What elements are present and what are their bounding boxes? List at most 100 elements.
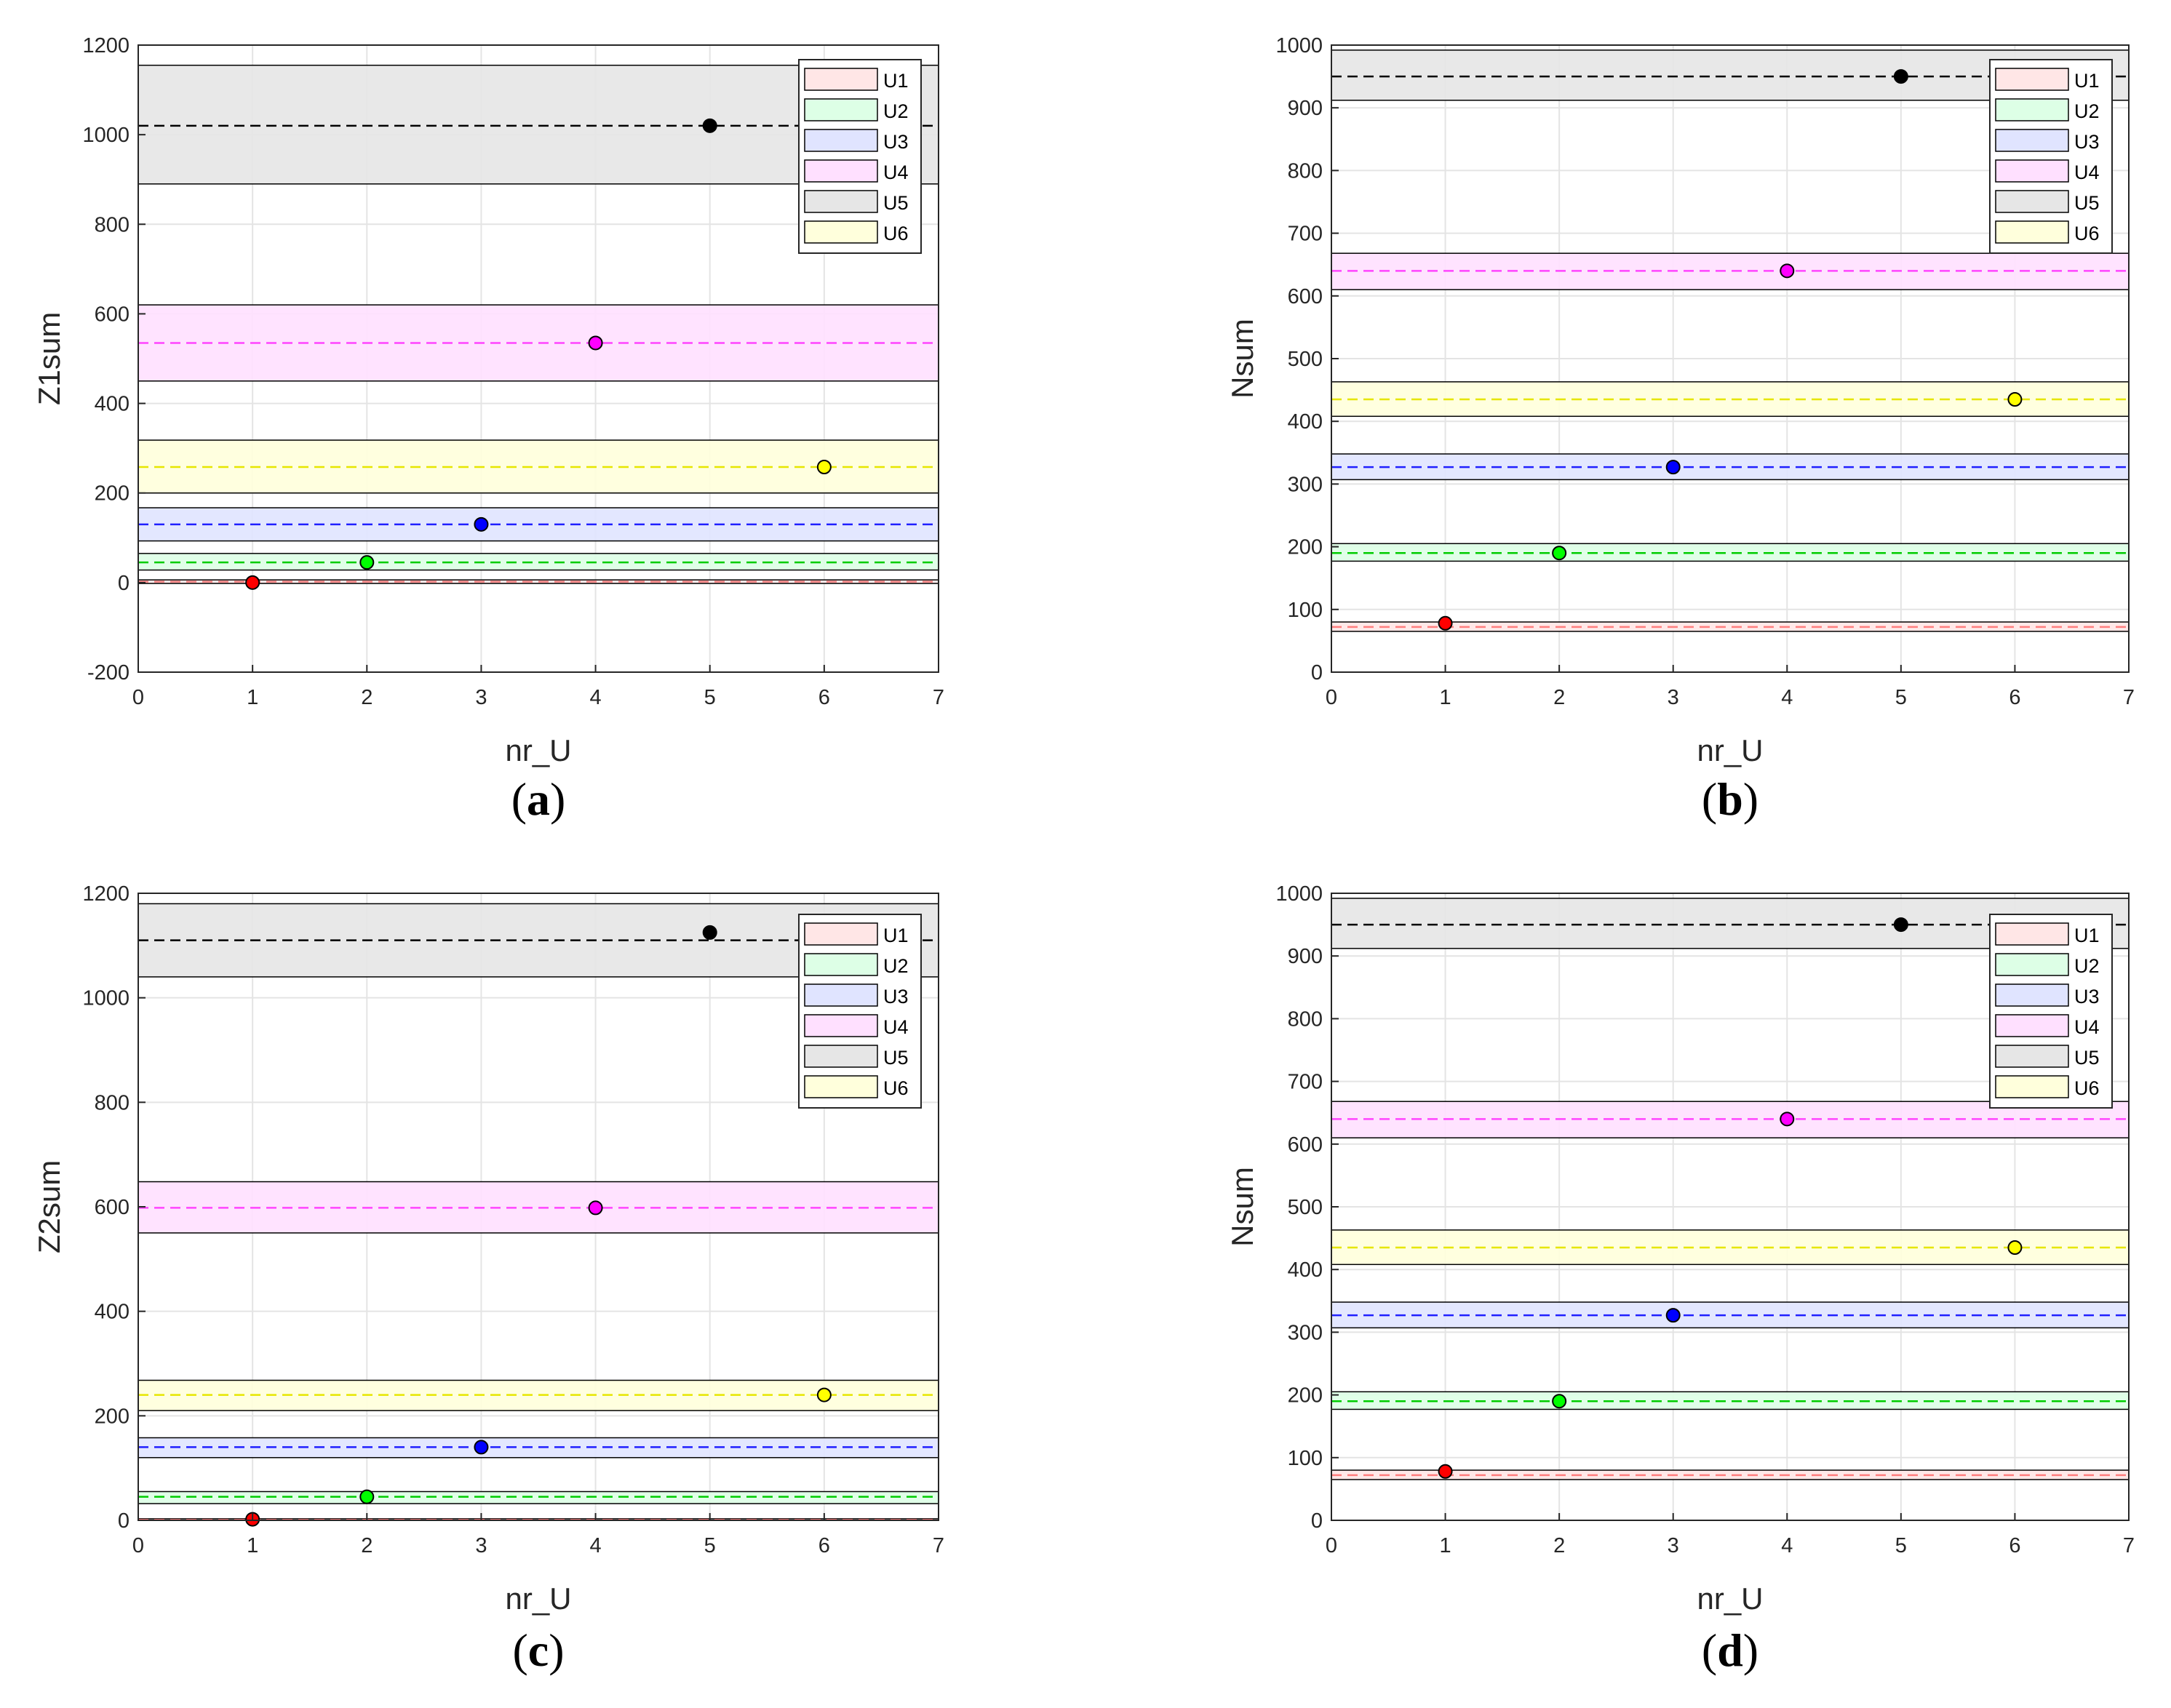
y-tick-label: 600 [95,1196,130,1219]
x-axis-label: nr_U [505,1581,571,1616]
y-axis-label: Nsum [1225,1167,1259,1247]
y-tick-label: 0 [1311,1509,1323,1533]
legend-swatch-u3 [1995,129,2069,152]
panel-label: (a) [511,773,566,825]
x-tick-label: 3 [475,686,487,709]
legend-swatch-u6 [1995,1075,2069,1098]
point-u6 [816,460,832,475]
legend-label-u6: U6 [883,1077,909,1099]
legend-label-u5: U5 [2074,1047,2100,1069]
y-tick-label: 600 [95,303,130,326]
x-tick-label: 5 [704,1534,716,1557]
legend-swatch-u3 [1995,983,2069,1007]
x-tick-label: 3 [1668,686,1679,709]
point-u1 [1438,615,1453,631]
legend-label-u1: U1 [2074,925,2100,946]
x-axis-label: nr_U [505,733,571,767]
legend-label-u6: U6 [883,223,909,244]
x-tick-label: 6 [2009,1534,2020,1557]
y-tick-label: 1200 [82,882,130,906]
y-tick-label: 100 [1288,599,1323,622]
legend-swatch-u2 [804,98,878,121]
y-axis-label: Z2sum [32,1160,66,1253]
point-u3 [1665,1308,1681,1323]
legend-swatch-u2 [1995,98,2069,121]
legend-swatch-u1 [804,922,878,946]
legend-label-u3: U3 [883,131,909,153]
point-u5 [1893,69,1908,84]
y-tick-label: 900 [1288,97,1323,120]
x-tick-label: 2 [361,686,373,709]
y-tick-label: 600 [1288,285,1323,308]
legend-swatch-u2 [804,953,878,976]
x-tick-label: 6 [818,686,830,709]
y-tick-label: 200 [95,482,130,506]
y-tick-label: 200 [95,1405,130,1428]
legend-swatch-u6 [1995,220,2069,244]
legend: U1 U2 U3 U4 U5 U6 [1989,914,2113,1109]
point-u2 [359,555,375,570]
legend: U1 U2 U3 U4 U5 U6 [1989,59,2113,254]
x-tick-label: 0 [132,1534,144,1557]
point-u4 [588,1200,603,1216]
x-tick-label: 3 [475,1534,487,1557]
legend-swatch-u4 [804,159,878,183]
x-axis-label: nr_U [1697,1581,1763,1616]
x-axis-label: nr_U [1697,733,1763,767]
y-tick-label: 200 [1288,1384,1323,1408]
chart-panel-a: 0 1 2 3 4 5 6 7-200020040060080010001200nr_UZ1s… [32,34,944,825]
y-tick-label: 1000 [82,987,130,1010]
legend: U1 U2 U3 U4 U5 U6 [798,59,922,254]
x-tick-label: 2 [1553,1534,1565,1557]
legend-label-u3: U3 [2074,131,2100,153]
legend-swatch-u3 [804,129,878,152]
legend-swatch-u1 [1995,68,2069,91]
x-tick-label: 1 [247,1534,258,1557]
point-u3 [1665,460,1681,475]
point-u1 [245,575,260,590]
y-tick-label: -200 [87,661,130,685]
y-axis-label: Nsum [1225,319,1259,399]
y-tick-label: 1200 [82,34,130,57]
legend-label-u3: U3 [883,986,909,1007]
legend-label-u2: U2 [883,100,909,122]
point-u3 [474,516,489,532]
x-tick-label: 4 [590,686,602,709]
legend-swatch-u4 [804,1014,878,1037]
x-tick-label: 7 [2123,686,2135,709]
legend-label-u4: U4 [2074,1016,2100,1038]
x-tick-label: 5 [1895,1534,1907,1557]
x-tick-label: 5 [1895,686,1907,709]
x-tick-label: 2 [361,1534,373,1557]
y-tick-label: 700 [1288,223,1323,246]
chart-panel-b: 0 1 2 3 4 5 6 7 0 100 200 300 400 500 600 700 800 900 1000… [1225,34,2135,825]
point-u6 [2007,392,2023,407]
legend-label-u2: U2 [2074,955,2100,977]
y-tick-label: 300 [1288,473,1323,496]
point-u2 [359,1489,375,1504]
x-tick-label: 7 [933,686,944,709]
point-u4 [588,335,603,351]
x-tick-label: 6 [2009,686,2020,709]
x-tick-label: 6 [818,1534,830,1557]
point-u6 [816,1387,832,1402]
legend-label-u4: U4 [883,161,909,183]
legend-swatch-u5 [1995,1045,2069,1068]
point-u4 [1780,263,1795,279]
legend-label-u4: U4 [2074,161,2100,183]
point-u5 [1893,917,1908,933]
legend-label-u2: U2 [883,955,909,977]
y-tick-label: 1000 [1275,882,1323,906]
legend-swatch-u1 [804,68,878,91]
legend-label-u3: U3 [2074,986,2100,1007]
y-tick-label: 800 [1288,159,1323,183]
chart-panel-c: 0 1 2 3 4 5 6 7 0 200 400 600 800 1000 1200 nr_U Z2sum U1… [32,882,944,1676]
x-tick-label: 0 [132,686,144,709]
legend-label-u2: U2 [2074,100,2100,122]
legend-swatch-u5 [804,1045,878,1068]
point-u1 [1438,1464,1453,1479]
x-tick-label: 0 [1326,1534,1337,1557]
point-u5 [702,118,717,133]
legend-label-u1: U1 [883,70,909,92]
